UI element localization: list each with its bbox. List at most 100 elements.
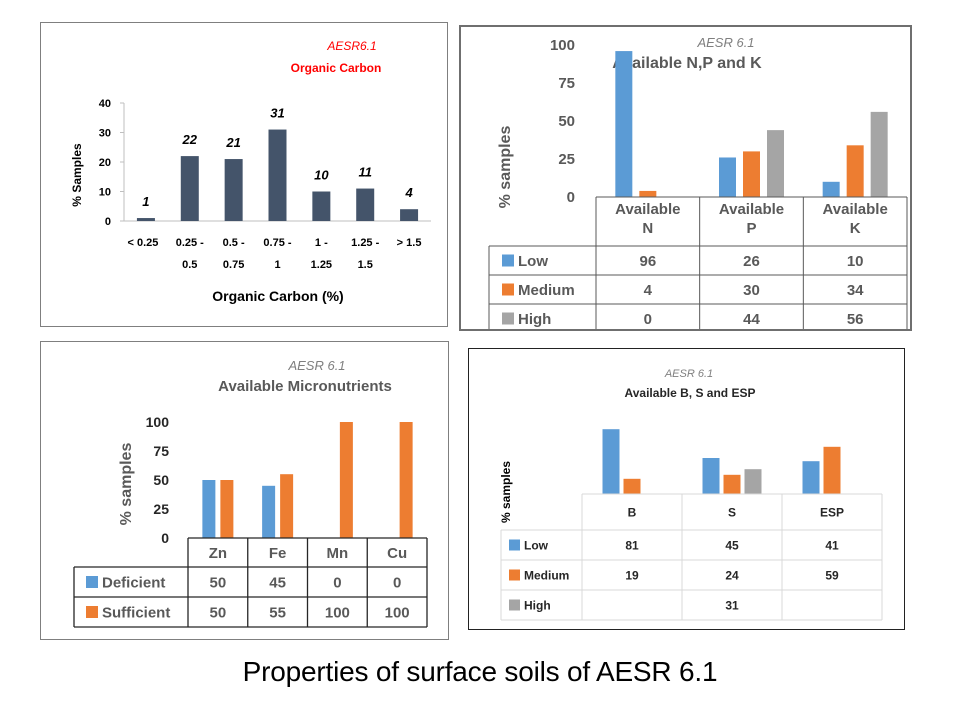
chart-title: Organic Carbon xyxy=(291,61,382,75)
legend-key xyxy=(509,569,520,581)
organic-carbon-chart-panel: AESR6.1 Organic Carbon 0 10 20 30 40 1 < 0.25 22 0… xyxy=(40,22,448,327)
chart-subtitle: AESR6.1 xyxy=(326,39,376,53)
table-value-cell: 96 xyxy=(639,253,656,270)
legend-key xyxy=(502,312,514,325)
bar xyxy=(180,156,199,221)
y-tick-label: 10 xyxy=(99,187,111,199)
table-value-cell: 0 xyxy=(333,574,341,591)
table-header-cell: S xyxy=(728,505,736,519)
table-header-cell: Available xyxy=(615,201,680,218)
table-header-cell: K xyxy=(850,220,861,237)
bar xyxy=(224,159,243,221)
data-label: 31 xyxy=(270,106,284,121)
bs-esp-chart: AESR 6.1 Available B, S and ESP % samples B… xyxy=(499,368,883,621)
table-header-cell: Available xyxy=(823,201,888,218)
bar xyxy=(339,422,353,538)
table-value-cell: 34 xyxy=(847,282,864,299)
x-tick-label: > 1.5 xyxy=(397,237,422,249)
table-value-cell: 19 xyxy=(625,568,639,582)
bs-esp-chart-panel: AESR 6.1 Available B, S and ESP % samples B… xyxy=(468,348,905,630)
y-axis-title: % samples xyxy=(118,443,135,526)
x-tick-label: 1 - xyxy=(315,237,328,249)
data-label: 10 xyxy=(314,168,329,183)
y-axis-title: % samples xyxy=(499,461,513,523)
data-label: 11 xyxy=(358,165,372,180)
bar xyxy=(602,429,620,494)
bar xyxy=(870,111,888,197)
x-tick-label: 0.5 xyxy=(182,259,197,271)
chart-title: Available N,P and K xyxy=(612,55,762,72)
table-value-cell: 45 xyxy=(725,538,739,552)
chart-subtitle: AESR 6.1 xyxy=(696,35,754,50)
table-value-cell: 41 xyxy=(825,538,839,552)
x-axis-title: Organic Carbon (%) xyxy=(212,288,343,304)
legend-label: Medium xyxy=(518,282,575,299)
y-tick-label: 0 xyxy=(105,216,111,228)
y-tick-label: 25 xyxy=(558,151,575,168)
table-header-cell: N xyxy=(642,220,653,237)
legend-label: Low xyxy=(518,253,548,270)
legend-label: Deficient xyxy=(102,574,165,591)
y-tick-label: 50 xyxy=(153,472,169,488)
table-header-cell: Fe xyxy=(269,545,287,562)
table-value-cell: 0 xyxy=(393,574,401,591)
bar xyxy=(220,480,234,538)
legend-key xyxy=(502,283,514,296)
data-label: 1 xyxy=(142,194,149,209)
bar xyxy=(615,51,633,197)
x-tick-label: 0.75 - xyxy=(263,237,291,249)
y-tick-label: 100 xyxy=(550,37,575,54)
y-tick-label: 0 xyxy=(567,189,575,206)
bar xyxy=(846,145,864,197)
table-value-cell: 59 xyxy=(825,568,839,582)
organic-carbon-chart: AESR6.1 Organic Carbon 0 10 20 30 40 1 < 0.25 22 0… xyxy=(70,39,431,304)
y-tick-label: 100 xyxy=(146,414,170,430)
x-tick-label: 0.75 xyxy=(223,259,244,271)
table-value-cell: 100 xyxy=(385,604,410,621)
bar xyxy=(623,478,641,494)
bar xyxy=(719,157,736,197)
table-value-cell: 55 xyxy=(269,604,286,621)
legend-label: Sufficient xyxy=(102,604,170,621)
legend-label: Medium xyxy=(524,568,569,582)
legend-key xyxy=(86,576,98,588)
bar xyxy=(744,469,762,494)
x-tick-label: 0.5 - xyxy=(223,237,245,249)
y-axis-title: % samples xyxy=(497,126,514,209)
bar xyxy=(723,474,741,494)
bar xyxy=(822,181,840,197)
table-value-cell: 31 xyxy=(725,598,739,612)
legend-label: High xyxy=(518,311,551,328)
table-value-cell: 10 xyxy=(847,253,864,270)
x-tick-label: 1 xyxy=(274,259,280,271)
y-tick-label: 20 xyxy=(99,157,111,169)
y-tick-label: 75 xyxy=(153,443,169,459)
bar xyxy=(399,422,413,538)
table-value-cell: 4 xyxy=(644,282,653,299)
bar xyxy=(312,191,331,221)
legend-key xyxy=(509,599,520,611)
bar xyxy=(767,130,784,197)
bar xyxy=(743,151,760,197)
legend-label: High xyxy=(524,598,551,612)
table-value-cell: 100 xyxy=(325,604,350,621)
table-value-cell: 0 xyxy=(644,311,652,328)
y-tick-label: 40 xyxy=(99,98,111,110)
table-value-cell: 30 xyxy=(743,282,760,299)
legend-label: Low xyxy=(524,538,549,552)
table-value-cell: 50 xyxy=(210,574,227,591)
x-tick-label: 1.25 xyxy=(311,259,332,271)
bar xyxy=(639,190,657,197)
table-header-cell: ESP xyxy=(820,505,844,519)
bar xyxy=(262,485,276,538)
table-value-cell: 56 xyxy=(847,311,864,328)
figure-caption: Properties of surface soils of AESR 6.1 xyxy=(242,656,718,687)
x-tick-label: 0.25 - xyxy=(176,237,204,249)
chart-subtitle: AESR 6.1 xyxy=(287,358,345,373)
table-value-cell: 44 xyxy=(743,311,760,328)
x-tick-label: 1.25 - xyxy=(351,237,379,249)
table-header-cell: B xyxy=(628,505,637,519)
data-label: 21 xyxy=(225,135,240,150)
table-value-cell: 26 xyxy=(743,253,760,270)
